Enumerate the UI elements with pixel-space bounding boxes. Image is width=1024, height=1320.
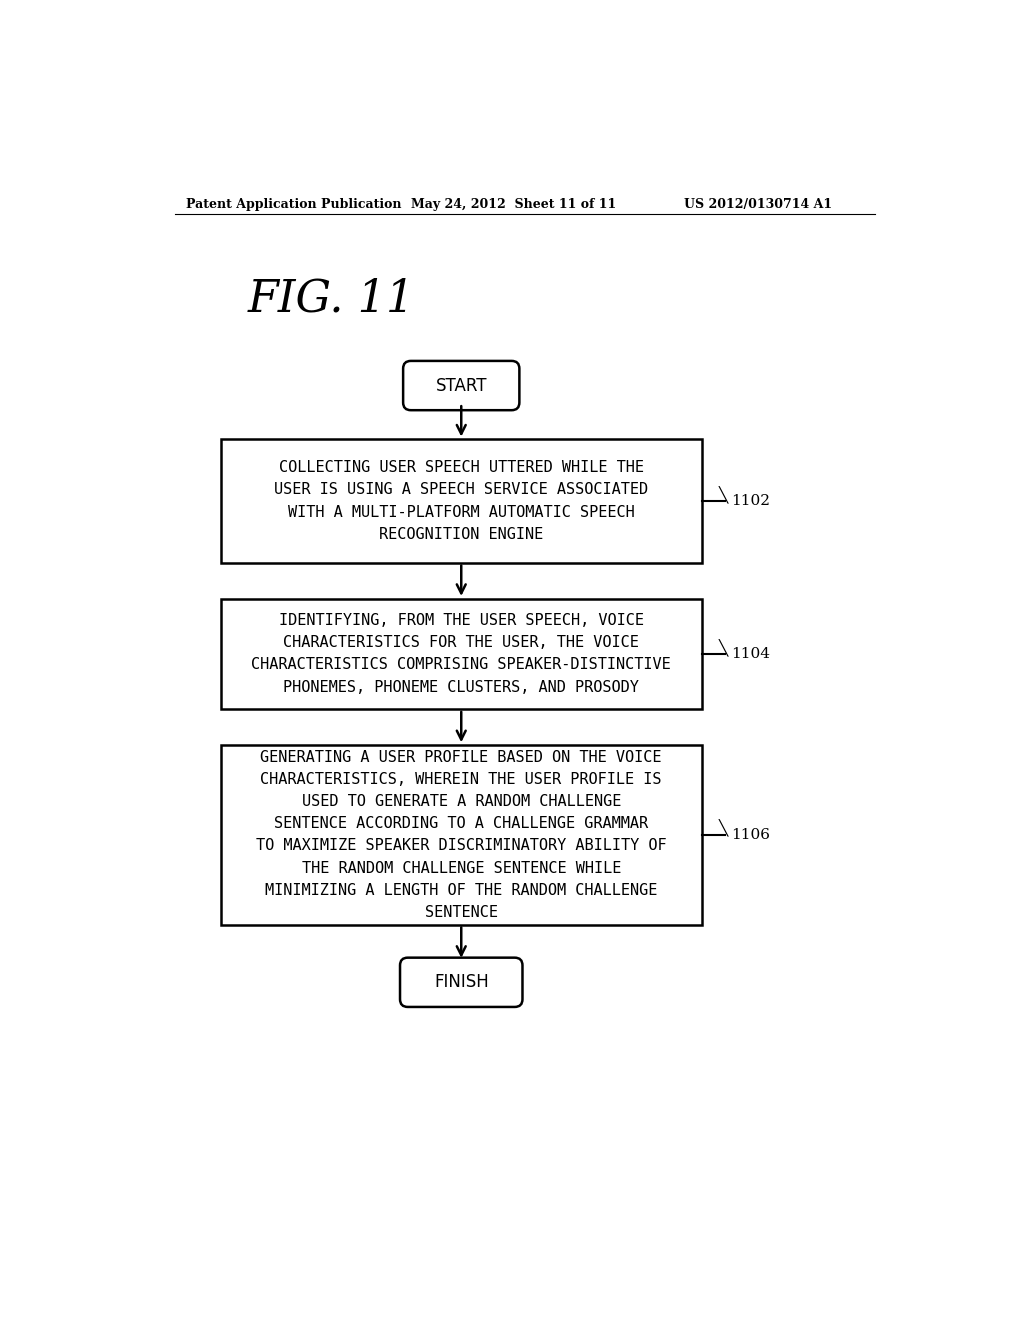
Text: FIG. 11: FIG. 11 [248, 277, 416, 321]
Text: May 24, 2012  Sheet 11 of 11: May 24, 2012 Sheet 11 of 11 [411, 198, 616, 211]
Bar [221, 599, 701, 709]
FancyBboxPatch shape [403, 360, 519, 411]
Text: 1106: 1106 [731, 828, 770, 842]
Text: COLLECTING USER SPEECH UTTERED WHILE THE
USER IS USING A SPEECH SERVICE ASSOCIAT: COLLECTING USER SPEECH UTTERED WHILE THE… [274, 461, 648, 541]
Text: ╲: ╲ [719, 486, 728, 504]
Text: US 2012/0130714 A1: US 2012/0130714 A1 [684, 198, 833, 211]
Text: START: START [435, 376, 487, 395]
Text: 1104: 1104 [731, 647, 770, 661]
Text: ╲: ╲ [719, 820, 728, 837]
Bar [221, 744, 701, 924]
Bar [221, 440, 701, 562]
Text: ╲: ╲ [719, 639, 728, 656]
Text: IDENTIFYING, FROM THE USER SPEECH, VOICE
CHARACTERISTICS FOR THE USER, THE VOICE: IDENTIFYING, FROM THE USER SPEECH, VOICE… [251, 612, 671, 694]
FancyBboxPatch shape [400, 958, 522, 1007]
Text: GENERATING A USER PROFILE BASED ON THE VOICE
CHARACTERISTICS, WHEREIN THE USER P: GENERATING A USER PROFILE BASED ON THE V… [256, 750, 667, 920]
Text: Patent Application Publication: Patent Application Publication [186, 198, 401, 211]
Text: 1102: 1102 [731, 494, 770, 508]
Text: FINISH: FINISH [434, 973, 488, 991]
